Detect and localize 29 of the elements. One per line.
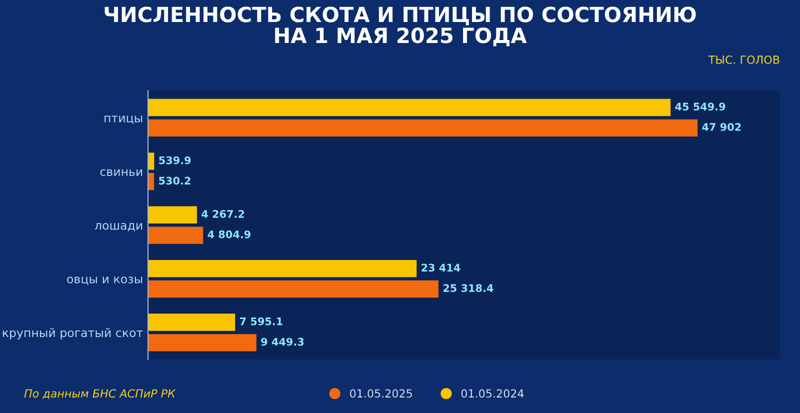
bar xyxy=(148,152,154,170)
legend-label: 01.05.2024 xyxy=(461,389,524,398)
bar xyxy=(148,119,698,136)
chart-title: ЧИСЛЕННОСТЬ СКОТА И ПТИЦЫ ПО СОСТОЯНИЮ НА 1 МАЯ 2025 ГОДА xyxy=(104,6,696,46)
bar xyxy=(148,280,438,298)
data-label: 539.9 xyxy=(159,156,191,164)
bar xyxy=(148,226,204,244)
data-label: 23 414 xyxy=(422,264,460,272)
bar xyxy=(148,98,671,116)
bar xyxy=(148,206,197,224)
data-label: 45 549.9 xyxy=(675,102,726,111)
y-tick-label: крупный рогатый скот xyxy=(2,328,143,340)
data-label: 7 595.1 xyxy=(240,317,282,326)
y-tick-label: свиньи xyxy=(100,169,142,176)
y-tick-label: овцы и козы xyxy=(67,276,142,285)
data-label: 25 318.4 xyxy=(443,284,494,292)
bar xyxy=(148,260,417,278)
data-label: 9 449.3 xyxy=(261,338,304,346)
bar xyxy=(148,334,256,352)
data-label: 47 902 xyxy=(702,123,741,131)
text: ТЫС. ГОЛОВ xyxy=(708,56,780,64)
y-tick-label: птицы xyxy=(104,116,142,124)
y-tick-label: лошади xyxy=(94,222,142,232)
bar xyxy=(148,314,236,331)
text: По данным БНС АСПиР РК xyxy=(24,389,176,400)
legend-label: 01.05.2025 xyxy=(350,389,412,398)
data-label: 4 804.9 xyxy=(208,230,250,238)
data-label: 4 267.2 xyxy=(202,210,244,218)
data-label: 530.2 xyxy=(159,176,190,185)
